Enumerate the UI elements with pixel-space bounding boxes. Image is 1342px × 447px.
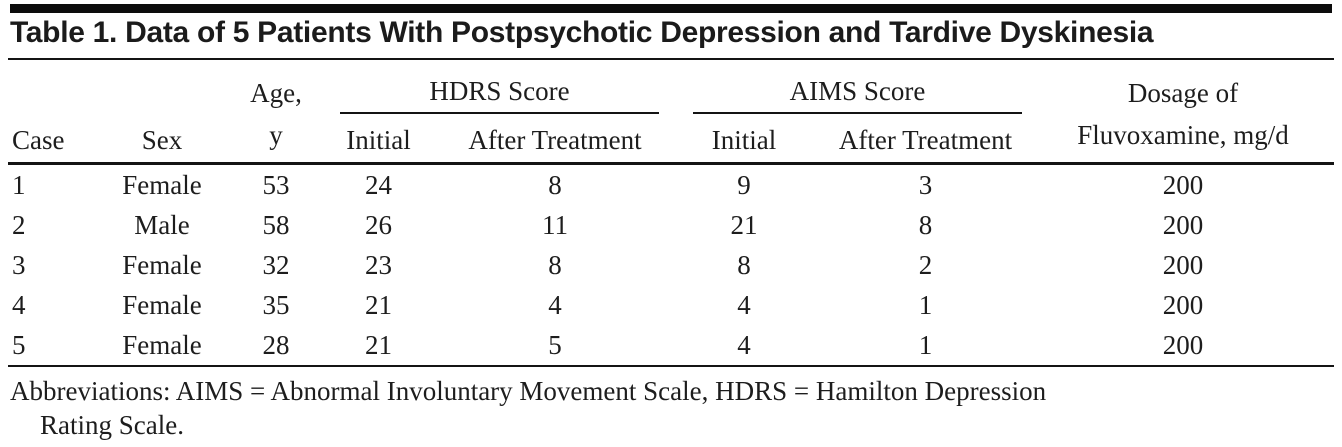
title-top-bar [10, 4, 1332, 13]
header-dosage: Dosage of Fluvoxamine, mg/d [1032, 60, 1334, 165]
table-cell: Male [134, 209, 190, 240]
footnote-line-1: Abbreviations: AIMS = Abnormal Involunta… [10, 376, 1047, 406]
table-header: Case Sex Age, y HDRS Score AIMS Score Do… [8, 60, 1334, 165]
table-cell: 4 [548, 289, 562, 320]
table-cell: 3 [12, 249, 26, 280]
header-age-line2: y [269, 120, 283, 150]
table-cell: Female [122, 289, 202, 320]
table-cell: 8 [548, 169, 562, 200]
footnote-line-2: Rating Scale. [40, 410, 184, 440]
table-row: 5 Female 28 21 5 4 1 200 [8, 325, 1334, 367]
header-dosage-line2: Fluvoxamine, mg/d [1077, 120, 1289, 150]
table-wrap: Case Sex Age, y HDRS Score AIMS Score Do… [8, 60, 1334, 367]
table-row: 1 Female 53 24 8 9 3 200 [8, 164, 1334, 206]
header-sex: Sex [88, 60, 236, 165]
header-age-line1: Age, [250, 78, 302, 108]
table-row: 2 Male 58 26 11 21 8 200 [8, 205, 1334, 245]
header-label-row: Initial After Treatment Initial After Tr… [8, 114, 1334, 165]
table-cell: 2 [12, 209, 26, 240]
table-cell: 200 [1162, 169, 1204, 200]
header-hdrs-after: After Treatment [441, 114, 669, 165]
header-aims-group: AIMS Score [669, 60, 1032, 114]
table-cell: 4 [737, 289, 751, 320]
table-cell: 200 [1162, 209, 1204, 240]
table-cell: 21 [365, 289, 392, 320]
table-cell: 1 [12, 169, 26, 200]
table-cell: 4 [12, 289, 26, 320]
table-cell: 200 [1032, 325, 1334, 367]
table-cell: 8 [918, 209, 933, 240]
table-cell: Female [88, 325, 236, 367]
table-row: 3 Female 32 23 8 8 2 200 [8, 245, 1334, 285]
table-cell: 8 [737, 249, 751, 280]
table-cell: 5 [8, 325, 88, 367]
table-cell: 2 [918, 249, 933, 280]
header-case: Case [8, 60, 88, 165]
table-title: Table 1. Data of 5 Patients With Postpsy… [10, 16, 1154, 49]
table-cell: Female [122, 169, 202, 200]
table-cell: 28 [236, 325, 316, 367]
table-row: 4 Female 35 21 4 4 1 200 [8, 285, 1334, 325]
table-body: 1 Female 53 24 8 9 3 200 2 Male 58 26 11… [8, 164, 1334, 367]
table-cell: 1 [918, 289, 933, 320]
table-cell: 4 [669, 325, 819, 367]
table-cell: 5 [441, 325, 669, 367]
table-cell: 24 [365, 169, 392, 200]
table-cell: 3 [918, 169, 933, 200]
header-spanner-row: Case Sex Age, y HDRS Score AIMS Score Do… [8, 60, 1334, 165]
header-hdrs-initial: Initial [316, 114, 441, 165]
table-cell: 8 [548, 249, 562, 280]
table-cell: 58 [262, 209, 290, 240]
header-dosage-line1: Dosage of [1127, 78, 1239, 108]
table-cell: 35 [262, 289, 290, 320]
header-hdrs-group-label: HDRS Score [340, 76, 659, 114]
header-aims-after: After Treatment [819, 114, 1032, 165]
header-aims-group-label: AIMS Score [693, 76, 1022, 114]
header-aims-initial: Initial [669, 114, 819, 165]
table-cell: 21 [730, 209, 758, 240]
table-cell: Female [122, 249, 202, 280]
title-rule [8, 58, 1334, 60]
table-cell: 53 [262, 169, 290, 200]
table-cell: 9 [737, 169, 751, 200]
header-hdrs-group: HDRS Score [316, 60, 669, 114]
header-age: Age, y [236, 60, 316, 165]
table-cell: 21 [316, 325, 441, 367]
patients-table: Case Sex Age, y HDRS Score AIMS Score Do… [8, 60, 1334, 367]
table-cell: 23 [365, 249, 392, 280]
table-cell: 200 [1162, 249, 1204, 280]
table-cell: 32 [262, 249, 290, 280]
table-cell: 11 [542, 209, 568, 240]
table-cell: 1 [819, 325, 1032, 367]
table-footnote: Abbreviations: AIMS = Abnormal Involunta… [10, 374, 1334, 442]
table-cell: 26 [365, 209, 392, 240]
table-cell: 200 [1162, 289, 1204, 320]
